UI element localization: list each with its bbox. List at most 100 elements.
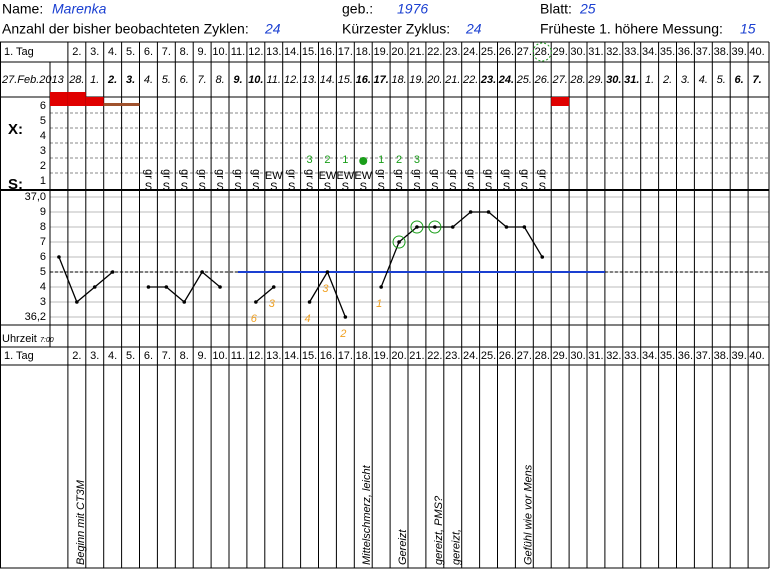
day-label: 14.	[284, 46, 299, 58]
date: 3.	[126, 74, 135, 86]
date: 15.	[338, 74, 353, 86]
mucus-code: EW	[336, 170, 354, 182]
shortest-label: Kürzester Zyklus:	[342, 21, 450, 37]
note: Gereizt	[397, 529, 409, 565]
day-label: 33.	[624, 46, 639, 58]
mucus-code: EW	[265, 170, 283, 182]
temp-tick-label: 8	[40, 221, 46, 233]
day-label: 2.	[72, 46, 81, 58]
date: 2.	[107, 74, 117, 86]
date: 19.	[409, 74, 424, 86]
day-label: 23.	[445, 350, 460, 362]
born: 1976	[397, 1, 428, 17]
day-label: 6.	[144, 46, 153, 58]
mucus-symbol: S	[521, 181, 528, 193]
day-label: 1. Tag	[4, 350, 34, 362]
day-label: 19.	[374, 350, 389, 362]
count: 3	[306, 154, 312, 166]
date: 4.	[699, 74, 708, 86]
date: 22.	[462, 74, 478, 86]
temperature-point	[504, 225, 509, 229]
temp-tick-label: 9	[40, 206, 46, 218]
day-label: 21.	[409, 350, 424, 362]
born-label: geb.:	[342, 1, 373, 17]
day-label: 4.	[108, 350, 117, 362]
cycles-label: Anzahl der bisher beobachteten Zyklen:	[2, 21, 249, 37]
mucus-symbol: S	[539, 181, 546, 193]
date: 2.	[662, 74, 672, 86]
day-label: 12.	[248, 350, 263, 362]
temperature-point	[433, 225, 437, 229]
mucus-code: gr	[196, 169, 208, 179]
mucus-symbol: S	[467, 181, 474, 193]
mucus-code: gr	[447, 169, 459, 179]
date: 30.	[606, 74, 621, 86]
day-label: 20.	[391, 350, 406, 362]
note: gereizt,	[451, 529, 463, 565]
day-label: 40.	[749, 350, 764, 362]
bleeding	[85, 97, 104, 106]
sheet-label: Blatt:	[540, 1, 572, 17]
date: 18.	[391, 74, 406, 86]
date: 27.Feb.2013	[1, 74, 65, 86]
day-label: 19.	[374, 46, 389, 58]
date: 7.	[752, 74, 761, 86]
mucus-code: gr	[375, 169, 387, 179]
date: 27.	[552, 74, 568, 86]
day-label: 37.	[696, 350, 711, 362]
date: 7.	[198, 74, 207, 86]
mucus-code: gr	[501, 169, 513, 179]
day-label: 32.	[606, 46, 621, 58]
day-label: 38.	[714, 350, 729, 362]
temperature-point	[379, 285, 383, 289]
day-label: 34.	[642, 46, 657, 58]
day-label: 28.	[535, 46, 550, 58]
day-label: 29.	[553, 350, 568, 362]
s-label: S:	[8, 176, 23, 193]
mucus-code: gr	[178, 169, 190, 179]
day-label: 38.	[714, 46, 729, 58]
mucus-symbol: S	[145, 181, 152, 193]
day-label: 11.	[231, 46, 245, 58]
name-label: Name:	[2, 1, 43, 17]
day-label: 36.	[678, 350, 693, 362]
day-label: 22.	[427, 350, 442, 362]
day-label: 16.	[320, 350, 335, 362]
temperature-point	[146, 285, 151, 289]
mucus-code: gr	[411, 169, 423, 179]
mucus-symbol: S	[360, 181, 367, 193]
day-label: 4.	[108, 46, 117, 58]
mucus-code: gr	[143, 169, 155, 179]
date: 4.	[144, 74, 153, 86]
temperature-point	[164, 285, 169, 289]
temperature-point	[200, 270, 204, 274]
day-label: 35.	[660, 46, 675, 58]
mucus-code: gr	[304, 169, 316, 179]
day-label: 18.	[356, 350, 371, 362]
mucus-symbol: S	[377, 181, 384, 193]
date: 8.	[215, 74, 224, 86]
temperature-point	[218, 285, 222, 289]
date: 14.	[320, 74, 335, 86]
higher-circle	[392, 235, 406, 249]
bleeding	[103, 103, 122, 106]
mucus-symbol: S	[270, 181, 277, 193]
note: Mittelschmerz, leicht	[361, 464, 373, 565]
excluded-count: 6	[251, 313, 258, 325]
day-label: 8.	[180, 46, 189, 58]
date: 20.	[426, 74, 442, 86]
day-label: 17.	[338, 350, 353, 362]
day-label: 26.	[499, 46, 514, 58]
excluded-count: 4	[304, 313, 310, 325]
temperature-point	[307, 300, 312, 304]
day-label: 32.	[606, 350, 621, 362]
temperature-point	[450, 225, 455, 229]
day-label: 13.	[266, 46, 281, 58]
mucus-symbol: S	[431, 181, 438, 193]
earliest: 15	[740, 21, 756, 37]
mucus-symbol: S	[288, 181, 295, 193]
temperature-point	[75, 300, 79, 304]
mucus-symbol: S	[252, 181, 259, 193]
temp-tick-label: 36,2	[25, 311, 46, 323]
day-label: 28.	[535, 350, 550, 362]
